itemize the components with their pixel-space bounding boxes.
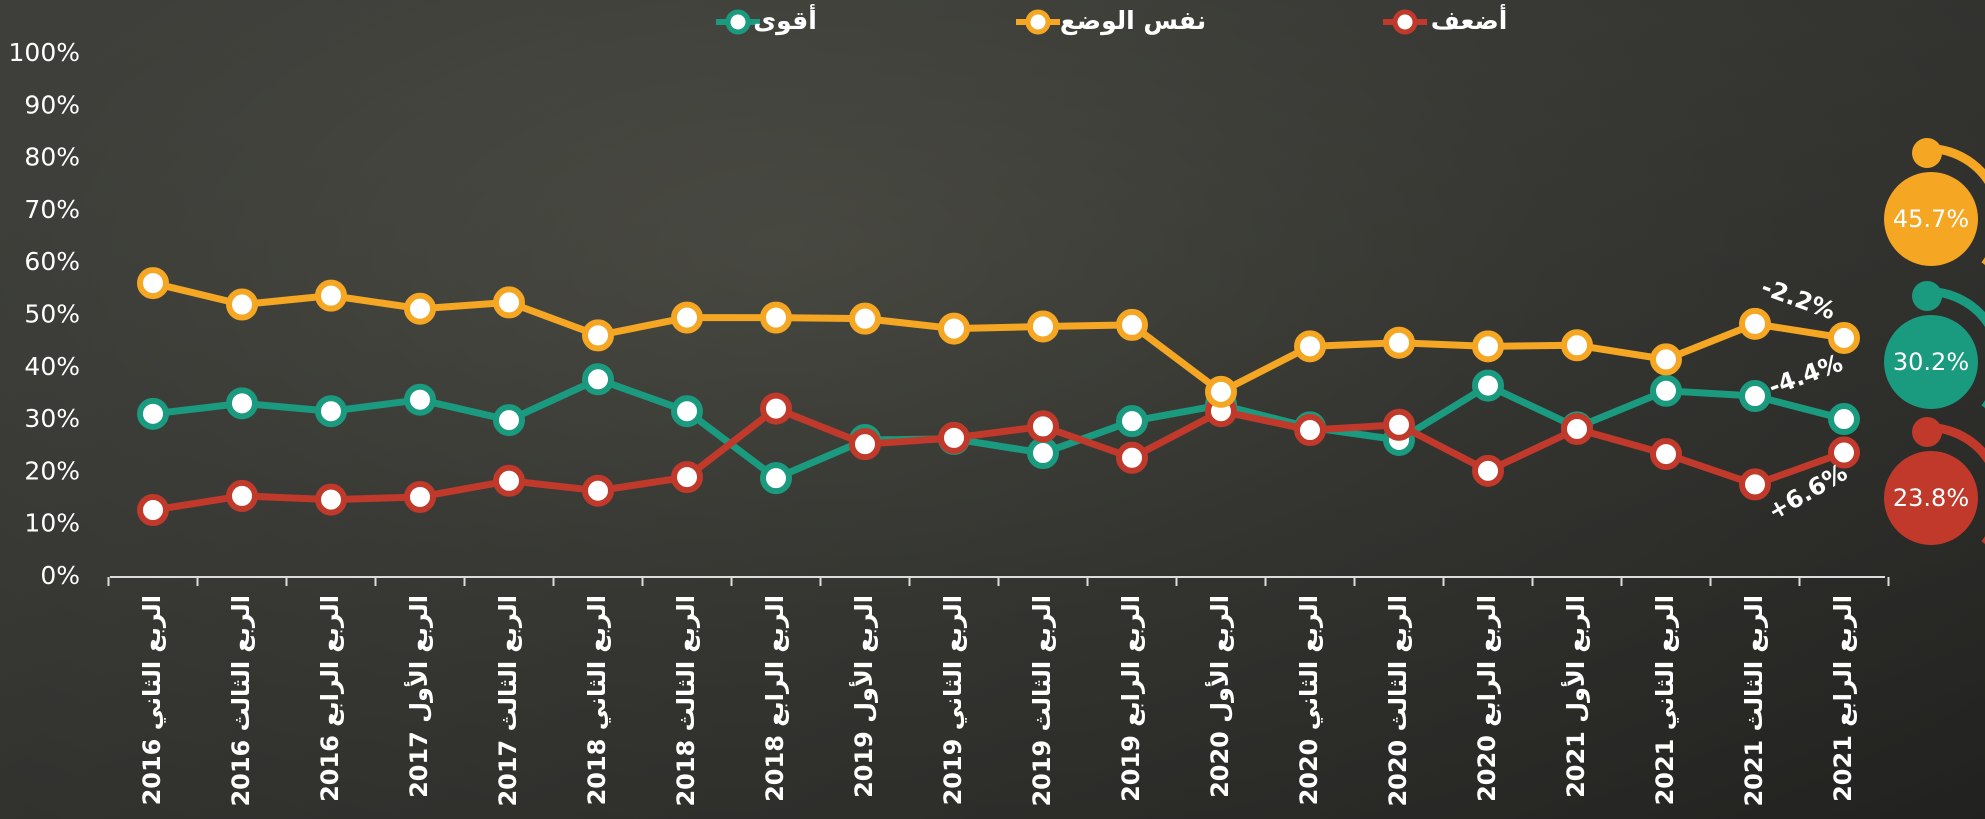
current-label: 30.2%	[1893, 348, 1969, 376]
data-point	[407, 484, 433, 510]
data-point	[585, 322, 611, 348]
x-tick-label: الربع الرابع 2019	[1117, 595, 1145, 802]
legend-label: أقوى	[753, 4, 817, 36]
y-tick-label: 60%	[24, 247, 80, 276]
data-point	[496, 468, 522, 494]
data-point	[1386, 330, 1412, 356]
y-tick-label: 70%	[24, 195, 80, 224]
data-point	[318, 283, 344, 309]
data-point	[496, 407, 522, 433]
data-point	[1030, 413, 1056, 439]
data-point	[1742, 471, 1768, 497]
data-point	[318, 398, 344, 424]
x-tick-label: الربع الأول 2019	[849, 595, 878, 798]
legend-label: أضعف	[1431, 4, 1508, 35]
y-tick-label: 30%	[24, 404, 80, 433]
data-point	[1297, 417, 1323, 443]
data-point	[318, 487, 344, 513]
x-tick-label: الربع الرابع 2018	[761, 595, 789, 802]
x-tick-label: الربع الثالث 2016	[227, 595, 255, 807]
data-point	[496, 289, 522, 315]
x-tick-label: الربع الثالث 2019	[1028, 595, 1056, 807]
data-point	[1742, 311, 1768, 337]
data-point	[1030, 313, 1056, 339]
data-point	[1653, 346, 1679, 372]
data-point	[1831, 325, 1857, 351]
decor-dot	[1912, 417, 1942, 447]
data-point	[407, 296, 433, 322]
legend-marker	[1028, 12, 1048, 32]
data-point	[1119, 312, 1145, 338]
data-point	[941, 425, 967, 451]
legend-label: نفس الوضع	[1060, 6, 1206, 36]
x-tick-label: الربع الثاني 2019	[939, 595, 967, 805]
data-point	[763, 465, 789, 491]
data-point	[229, 292, 255, 318]
x-tick-label: الربع الأول 2020	[1205, 595, 1234, 798]
data-point	[1475, 458, 1501, 484]
x-tick-label: الربع الرابع 2021	[1829, 595, 1857, 802]
x-tick-label: الربع الثالث 2021	[1740, 595, 1768, 807]
y-tick-label: 20%	[24, 456, 80, 485]
current-label: 23.8%	[1893, 484, 1969, 512]
data-point	[407, 387, 433, 413]
y-tick-label: 80%	[24, 143, 80, 172]
y-tick-label: 10%	[24, 509, 80, 538]
x-tick-label: الربع الرابع 2020	[1473, 595, 1501, 802]
data-point	[585, 366, 611, 392]
data-point	[1119, 445, 1145, 471]
data-point	[1564, 416, 1590, 442]
y-tick-label: 100%	[9, 38, 80, 67]
y-tick-label: 40%	[24, 352, 80, 381]
x-tick-label: الربع الثالث 2017	[494, 595, 522, 807]
decor-dot	[1912, 281, 1942, 311]
legend-marker	[728, 12, 748, 32]
y-tick-label: 50%	[24, 300, 80, 329]
data-point	[852, 431, 878, 457]
y-tick-label: 0%	[40, 561, 80, 590]
data-point	[585, 478, 611, 504]
data-point	[229, 483, 255, 509]
chart: 0% 10% 20% 30% 40% 50% 60% 70% 80% 90% 100% الربع ا…	[0, 0, 1985, 819]
data-point	[1742, 383, 1768, 409]
data-point	[1653, 378, 1679, 404]
x-tick-label: الربع الأول 2021	[1561, 595, 1590, 798]
data-point	[140, 497, 166, 523]
legend-marker	[1395, 12, 1415, 32]
data-point	[1564, 332, 1590, 358]
data-point	[140, 270, 166, 296]
y-tick-label: 90%	[24, 90, 80, 119]
data-point	[763, 305, 789, 331]
page: 0% 10% 20% 30% 40% 50% 60% 70% 80% 90% 100% الربع ا…	[0, 0, 1985, 819]
data-point	[763, 396, 789, 422]
data-point	[1653, 441, 1679, 467]
data-point	[1030, 440, 1056, 466]
x-tick-label: الربع الرابع 2016	[316, 595, 344, 802]
decor-dot	[1912, 138, 1942, 168]
data-point	[229, 390, 255, 416]
data-point	[674, 464, 700, 490]
data-point	[674, 398, 700, 424]
x-tick-label: الربع الثاني 2020	[1295, 595, 1323, 805]
x-tick-label: الربع الثالث 2020	[1384, 595, 1412, 807]
data-point	[140, 401, 166, 427]
current-label: 45.7%	[1893, 205, 1969, 233]
x-tick-label: الربع الثاني 2016	[138, 595, 166, 805]
data-point	[1208, 379, 1234, 405]
x-tick-label: الربع الثاني 2018	[583, 595, 611, 805]
x-tick-label: الربع الثالث 2018	[672, 595, 700, 807]
data-point	[1831, 406, 1857, 432]
data-point	[674, 305, 700, 331]
data-point	[1386, 412, 1412, 438]
data-point	[941, 316, 967, 342]
data-point	[1119, 408, 1145, 434]
data-point	[1475, 333, 1501, 359]
data-point	[852, 306, 878, 332]
data-point	[1475, 373, 1501, 399]
x-tick-label: الربع الأول 2017	[404, 595, 433, 798]
x-tick-label: الربع الثاني 2021	[1651, 595, 1679, 805]
data-point	[1297, 333, 1323, 359]
